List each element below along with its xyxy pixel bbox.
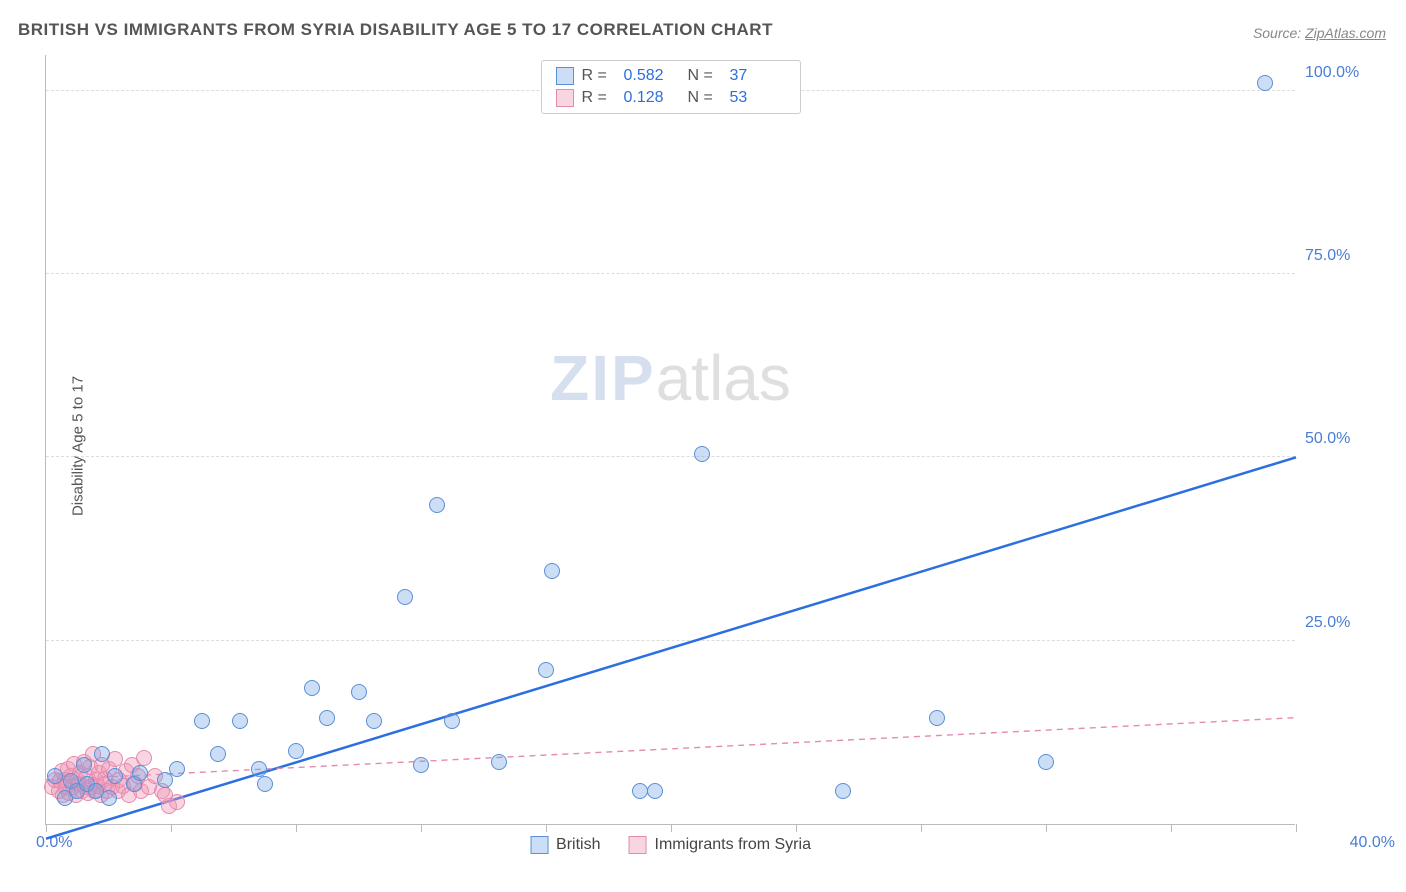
trend-line (46, 457, 1296, 838)
r-value: 0.128 (624, 89, 680, 107)
data-point (632, 783, 648, 799)
watermark: ZIPatlas (550, 341, 791, 415)
data-point (544, 563, 560, 579)
series-legend: British Immigrants from Syria (530, 836, 811, 854)
plot-area: ZIPatlas 25.0%50.0%75.0%100.0%0.0%40.0%R… (45, 55, 1295, 825)
x-tick (671, 824, 672, 832)
data-point (1038, 754, 1054, 770)
x-tick (796, 824, 797, 832)
data-point (491, 754, 507, 770)
x-tick (921, 824, 922, 832)
y-tick-label: 50.0% (1305, 430, 1385, 448)
x-tick (1046, 824, 1047, 832)
data-point (101, 790, 117, 806)
data-point (47, 768, 63, 784)
data-point (366, 713, 382, 729)
data-point (694, 446, 710, 462)
data-point (107, 768, 123, 784)
data-point (835, 783, 851, 799)
legend-label: Immigrants from Syria (654, 836, 810, 854)
chart-container: BRITISH VS IMMIGRANTS FROM SYRIA DISABIL… (0, 0, 1406, 892)
legend-label: British (556, 836, 600, 854)
gridline (46, 456, 1295, 457)
data-point (169, 761, 185, 777)
x-tick (1171, 824, 1172, 832)
legend-swatch (556, 89, 574, 107)
data-point (397, 589, 413, 605)
correlation-legend-row: R = 0.128 N = 53 (556, 87, 786, 109)
data-point (1257, 75, 1273, 91)
data-point (232, 713, 248, 729)
legend-swatch (530, 836, 548, 854)
data-point (288, 743, 304, 759)
x-tick-label-max: 40.0% (1350, 834, 1395, 852)
r-label: R = (582, 67, 616, 85)
r-value: 0.582 (624, 67, 680, 85)
legend-item: British (530, 836, 600, 854)
r-label: R = (582, 89, 616, 107)
data-point (351, 684, 367, 700)
data-point (444, 713, 460, 729)
gridline (46, 273, 1295, 274)
x-tick (546, 824, 547, 832)
legend-swatch (628, 836, 646, 854)
gridline (46, 640, 1295, 641)
data-point (929, 710, 945, 726)
data-point (538, 662, 554, 678)
data-point (94, 746, 110, 762)
n-value: 53 (730, 89, 786, 107)
data-point (132, 765, 148, 781)
data-point (251, 761, 267, 777)
watermark-atlas: atlas (656, 342, 791, 414)
x-tick-label-min: 0.0% (36, 834, 72, 852)
data-point (304, 680, 320, 696)
y-tick-label: 25.0% (1305, 614, 1385, 632)
data-point (257, 776, 273, 792)
data-point (429, 497, 445, 513)
chart-title: BRITISH VS IMMIGRANTS FROM SYRIA DISABIL… (18, 20, 773, 40)
data-point (194, 713, 210, 729)
n-label: N = (688, 67, 722, 85)
source-label: Source: (1253, 25, 1301, 41)
trend-layer (46, 54, 1296, 824)
legend-swatch (556, 67, 574, 85)
watermark-zip: ZIP (550, 342, 656, 414)
y-tick-label: 75.0% (1305, 247, 1385, 265)
data-point (169, 794, 185, 810)
legend-item: Immigrants from Syria (628, 836, 810, 854)
correlation-legend-row: R = 0.582 N = 37 (556, 65, 786, 87)
data-point (136, 750, 152, 766)
data-point (319, 710, 335, 726)
source-attribution: Source: ZipAtlas.com (1253, 25, 1386, 41)
x-tick (296, 824, 297, 832)
data-point (76, 757, 92, 773)
data-point (647, 783, 663, 799)
correlation-legend: R = 0.582 N = 37 R = 0.128 N = 53 (541, 60, 801, 114)
x-tick (46, 824, 47, 832)
y-tick-label: 100.0% (1305, 64, 1385, 82)
x-tick (1296, 824, 1297, 832)
data-point (210, 746, 226, 762)
x-tick (171, 824, 172, 832)
n-value: 37 (730, 67, 786, 85)
source-link[interactable]: ZipAtlas.com (1305, 25, 1386, 41)
data-point (413, 757, 429, 773)
x-tick (421, 824, 422, 832)
n-label: N = (688, 89, 722, 107)
